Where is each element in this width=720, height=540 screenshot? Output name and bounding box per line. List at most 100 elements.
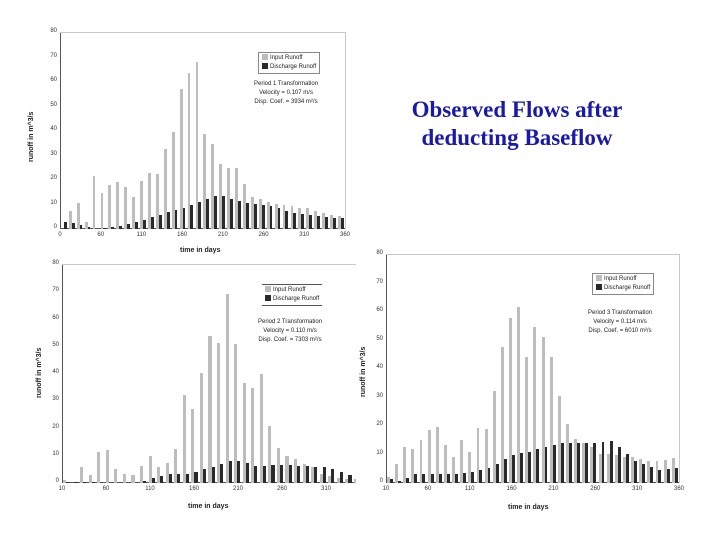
- bar-input-runoff: [105, 450, 109, 483]
- bar-input-runoff: [328, 476, 332, 483]
- bar-discharge-runoff: [301, 214, 305, 229]
- legend-item-discharge: Discharge Runoff: [596, 284, 650, 293]
- bar-discharge-runoff: [536, 449, 540, 483]
- bar-input-runoff: [88, 475, 92, 483]
- bar-input-runoff: [435, 426, 439, 483]
- bar-input-runoff: [155, 174, 159, 229]
- annotation: Period 3 Transformation Velocity = 0.114…: [588, 309, 652, 336]
- annotation: Period 1 Transformation Velocity = 0.107…: [254, 80, 318, 107]
- bar-input-runoff: [353, 478, 357, 483]
- bar-input-runoff: [259, 374, 263, 483]
- swatch-discharge: [265, 295, 271, 302]
- annotation-line: Period 2 Transformation: [258, 319, 323, 325]
- bar-input-runoff: [314, 210, 318, 229]
- bar-input-runoff: [452, 456, 455, 483]
- bar-input-runoff: [294, 459, 298, 483]
- bar-discharge-runoff: [314, 467, 318, 483]
- bar-input-runoff: [290, 205, 294, 229]
- bar-input-runoff: [639, 459, 643, 483]
- bar-input-runoff: [557, 395, 561, 483]
- bar-discharge-runoff: [560, 443, 564, 483]
- y-tick-label: 20: [376, 421, 383, 427]
- bars: [386, 255, 679, 483]
- annotation-line: Disp. Coef. = 3934 m²/s: [254, 99, 318, 105]
- bar-input-runoff: [243, 183, 246, 229]
- bar-discharge-runoff: [285, 211, 289, 229]
- bar-discharge-runoff: [487, 467, 491, 483]
- bar-discharge-runoff: [577, 443, 581, 483]
- bar-discharge-runoff: [288, 465, 292, 483]
- y-tick-label: 0: [55, 478, 59, 484]
- y-tick-label: 50: [50, 101, 57, 108]
- bar-input-runoff: [208, 335, 212, 483]
- y-tick-label: 0: [379, 478, 383, 484]
- bar-discharge-runoff: [237, 461, 241, 483]
- bar-input-runoff: [140, 466, 144, 483]
- bar-discharge-runoff: [168, 474, 172, 483]
- x-tick-label: 210: [548, 486, 559, 492]
- bar-discharge-runoff: [322, 467, 326, 483]
- plot-area: [62, 264, 371, 483]
- bar-discharge-runoff: [617, 447, 621, 483]
- bar-input-runoff: [68, 210, 72, 229]
- title-line-1: Observed Flows after: [411, 97, 623, 122]
- bar-discharge-runoff: [544, 447, 548, 483]
- bar-input-runoff: [187, 73, 191, 229]
- bar-input-runoff: [338, 216, 341, 229]
- x-tick-label: 10: [58, 486, 66, 492]
- x-tick-label: 10: [382, 486, 390, 492]
- bar-input-runoff: [191, 408, 195, 483]
- y-tick-label: 10: [50, 199, 57, 206]
- bar-input-runoff: [541, 336, 545, 483]
- bar-discharge-runoff: [228, 461, 232, 483]
- bar-discharge-runoff: [340, 217, 344, 229]
- y-tick-label: 40: [50, 126, 57, 132]
- y-tick-label: 20: [50, 175, 57, 181]
- bar-discharge-runoff: [269, 205, 273, 229]
- bar-discharge-runoff: [245, 202, 249, 229]
- x-tick-label: 260: [276, 486, 287, 492]
- bar-discharge-runoff: [463, 473, 467, 483]
- bar-discharge-runoff: [253, 203, 257, 229]
- bar-input-runoff: [157, 467, 161, 483]
- bar-input-runoff: [386, 477, 390, 483]
- chart-period-3: 0 10 20 30 40 50 60 70 80 10 60 110 160 210 260 310 360…: [356, 247, 686, 525]
- x-tick-label: 210: [232, 486, 243, 492]
- bar-discharge-runoff: [625, 453, 629, 483]
- bar-discharge-runoff: [293, 212, 297, 229]
- bar-discharge-runoff: [528, 451, 532, 483]
- x-tick-label: 310: [320, 486, 331, 492]
- bar-discharge-runoff: [674, 468, 678, 483]
- bar-discharge-runoff: [182, 207, 186, 229]
- bar-input-runoff: [476, 428, 480, 483]
- bar-input-runoff: [336, 477, 340, 483]
- y-tick-label: 40: [376, 364, 383, 370]
- bar-input-runoff: [525, 356, 529, 483]
- x-tick-label: 0: [58, 232, 62, 238]
- legend-label: Input Runoff: [273, 287, 306, 293]
- y-tick-label: 10: [376, 449, 383, 456]
- bar-discharge-runoff: [135, 221, 138, 229]
- y-axis: [62, 265, 63, 483]
- bar-input-runoff: [631, 456, 635, 483]
- bar-discharge-runoff: [658, 469, 662, 483]
- y-tick-label: 50: [52, 341, 59, 348]
- bar-input-runoff: [319, 474, 323, 483]
- bar-input-runoff: [655, 461, 659, 483]
- bar-input-runoff: [298, 208, 302, 229]
- bar-discharge-runoff: [91, 482, 95, 483]
- bar-input-runoff: [165, 462, 169, 483]
- y-tick-label: 70: [52, 287, 59, 294]
- bar-input-runoff: [582, 442, 586, 483]
- y-tick-label: 50: [376, 335, 383, 342]
- x-tick-label: 360: [339, 232, 350, 238]
- bar-input-runoff: [274, 204, 278, 229]
- bar-discharge-runoff: [254, 466, 258, 483]
- y-tick-label: 10: [52, 450, 59, 457]
- bar-input-runoff: [311, 467, 315, 483]
- bar-discharge-runoff: [331, 468, 335, 483]
- plot-area: [60, 32, 346, 229]
- bar-input-runoff: [148, 172, 151, 229]
- bar-discharge-runoff: [317, 216, 320, 229]
